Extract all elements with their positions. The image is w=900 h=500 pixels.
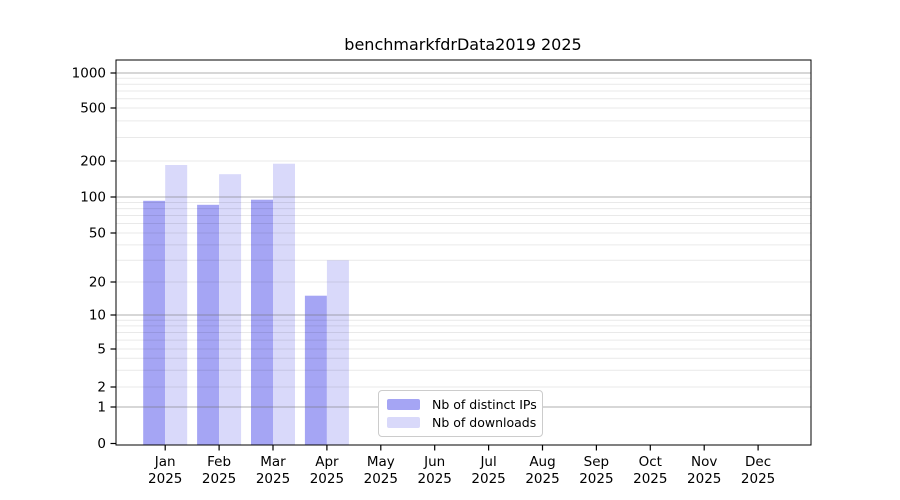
y-tick-label: 50 xyxy=(89,226,106,242)
x-tick-label: Sep 2025 xyxy=(579,454,613,487)
bar-downloads xyxy=(326,260,349,445)
legend-item-distinct-ips: Nb of distinct IPs xyxy=(387,396,537,414)
bar-distinct-ips xyxy=(197,204,220,445)
x-tick-label: Apr 2025 xyxy=(310,454,344,487)
legend-item-downloads: Nb of downloads xyxy=(387,414,537,432)
x-tick-label: Dec 2025 xyxy=(741,454,775,487)
bar-distinct-ips xyxy=(304,295,327,445)
y-tick-label: 500 xyxy=(80,101,106,117)
y-tick-label: 200 xyxy=(80,154,106,170)
x-tick-label: Aug 2025 xyxy=(525,454,559,487)
plot-border xyxy=(115,59,812,446)
x-tick-label: Jan 2025 xyxy=(148,454,182,487)
x-tick-label: Mar 2025 xyxy=(256,454,290,487)
legend-swatch-distinct-ips xyxy=(387,399,420,411)
x-tick-label: Jun 2025 xyxy=(418,454,452,487)
y-tick-label: 20 xyxy=(89,275,106,291)
chart-title: benchmarkfdrData2019 2025 xyxy=(344,35,582,54)
bar-downloads xyxy=(219,174,242,445)
x-tick-label: May 2025 xyxy=(364,454,398,487)
x-tick-label: Feb 2025 xyxy=(202,454,236,487)
y-tick-label: 0 xyxy=(97,436,106,452)
x-tick-label: Nov 2025 xyxy=(687,454,721,487)
legend: Nb of distinct IPs Nb of downloads xyxy=(378,390,543,437)
legend-swatch-downloads xyxy=(387,416,420,428)
y-tick-label: 2 xyxy=(97,380,106,396)
bar-distinct-ips xyxy=(251,199,273,445)
y-tick-label: 1 xyxy=(97,400,106,416)
legend-label-downloads: Nb of downloads xyxy=(432,414,537,430)
legend-label-distinct-ips: Nb of distinct IPs xyxy=(432,397,537,413)
bar-downloads xyxy=(165,165,188,445)
y-tick-label: 10 xyxy=(89,308,106,324)
y-tick-label: 5 xyxy=(97,342,106,358)
x-tick-label: Oct 2025 xyxy=(633,454,667,487)
bar-downloads xyxy=(273,163,295,445)
bar-distinct-ips xyxy=(143,200,166,445)
y-tick-label: 100 xyxy=(80,190,106,206)
y-tick-label: 1000 xyxy=(72,66,106,82)
x-tick-label: Jul 2025 xyxy=(471,454,505,487)
